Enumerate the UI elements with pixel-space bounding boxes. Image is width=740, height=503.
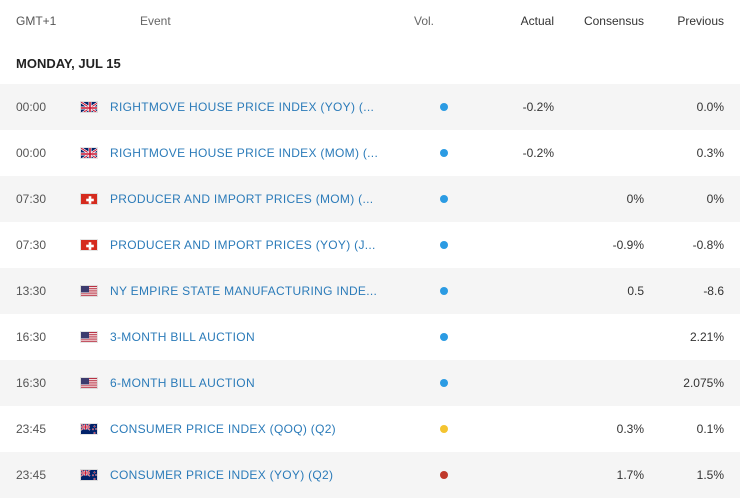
country-flag-icon [80, 285, 110, 297]
volatility-cell [414, 379, 474, 387]
table-row: 16:30 6-MONTH BILL AUCTION 2.075% [0, 360, 740, 406]
event-time: 00:00 [16, 100, 80, 114]
volatility-dot-icon [440, 287, 448, 295]
event-time: 07:30 [16, 238, 80, 252]
event-link[interactable]: PRODUCER AND IMPORT PRICES (YOY) (J... [110, 238, 376, 252]
event-cell: RIGHTMOVE HOUSE PRICE INDEX (MOM) (... [110, 146, 414, 160]
country-flag-icon [80, 469, 110, 481]
event-cell: PRODUCER AND IMPORT PRICES (YOY) (J... [110, 238, 414, 252]
table-row: 00:00 RIGHTMOVE HOUSE PRICE INDEX (MOM) … [0, 130, 740, 176]
event-cell: CONSUMER PRICE INDEX (YOY) (Q2) [110, 468, 414, 482]
volatility-cell [414, 195, 474, 203]
previous-value: 0% [644, 192, 724, 206]
country-flag-icon [80, 423, 110, 435]
event-time: 00:00 [16, 146, 80, 160]
event-time: 07:30 [16, 192, 80, 206]
table-row: 23:45 CONSUMER PRICE INDEX (YOY) (Q2) [0, 452, 740, 498]
previous-value: -0.8% [644, 238, 724, 252]
date-section-header: MONDAY, JUL 15 [0, 42, 740, 84]
header-event: Event [110, 14, 414, 28]
consensus-value: -0.9% [554, 238, 644, 252]
event-link[interactable]: 6-MONTH BILL AUCTION [110, 376, 255, 390]
event-cell: RIGHTMOVE HOUSE PRICE INDEX (YOY) (... [110, 100, 414, 114]
header-time: GMT+1 [16, 14, 80, 28]
table-row: 07:30 PRODUCER AND IMPORT PRICES (MOM) (… [0, 176, 740, 222]
consensus-value: 0% [554, 192, 644, 206]
event-time: 16:30 [16, 330, 80, 344]
event-link[interactable]: RIGHTMOVE HOUSE PRICE INDEX (MOM) (... [110, 146, 378, 160]
country-flag-icon [80, 239, 110, 251]
date-label: MONDAY, JUL 15 [16, 56, 121, 71]
volatility-dot-icon [440, 425, 448, 433]
header-vol: Vol. [414, 14, 474, 28]
event-time: 13:30 [16, 284, 80, 298]
header-consensus: Consensus [554, 14, 644, 28]
actual-value: -0.2% [474, 100, 554, 114]
volatility-cell [414, 149, 474, 157]
country-flag-icon [80, 193, 110, 205]
table-row: 13:30 NY EMPIRE STATE MANUFACTURING INDE… [0, 268, 740, 314]
previous-value: 2.075% [644, 376, 724, 390]
event-link[interactable]: CONSUMER PRICE INDEX (QOQ) (Q2) [110, 422, 336, 436]
table-header-row: GMT+1 Event Vol. Actual Consensus Previo… [0, 0, 740, 42]
event-time: 23:45 [16, 468, 80, 482]
volatility-dot-icon [440, 471, 448, 479]
volatility-dot-icon [440, 379, 448, 387]
header-previous: Previous [644, 14, 724, 28]
economic-calendar-table: GMT+1 Event Vol. Actual Consensus Previo… [0, 0, 740, 498]
event-link[interactable]: RIGHTMOVE HOUSE PRICE INDEX (YOY) (... [110, 100, 374, 114]
volatility-cell [414, 471, 474, 479]
actual-value: -0.2% [474, 146, 554, 160]
volatility-cell [414, 425, 474, 433]
country-flag-icon [80, 101, 110, 113]
volatility-dot-icon [440, 149, 448, 157]
event-link[interactable]: PRODUCER AND IMPORT PRICES (MOM) (... [110, 192, 373, 206]
header-actual: Actual [474, 14, 554, 28]
volatility-cell [414, 241, 474, 249]
event-link[interactable]: 3-MONTH BILL AUCTION [110, 330, 255, 344]
event-cell: CONSUMER PRICE INDEX (QOQ) (Q2) [110, 422, 414, 436]
event-time: 16:30 [16, 376, 80, 390]
country-flag-icon [80, 147, 110, 159]
volatility-cell [414, 103, 474, 111]
volatility-cell [414, 287, 474, 295]
volatility-cell [414, 333, 474, 341]
consensus-value: 0.5 [554, 284, 644, 298]
previous-value: 0.3% [644, 146, 724, 160]
event-time: 23:45 [16, 422, 80, 436]
event-link[interactable]: NY EMPIRE STATE MANUFACTURING INDE... [110, 284, 377, 298]
country-flag-icon [80, 331, 110, 343]
table-row: 07:30 PRODUCER AND IMPORT PRICES (YOY) (… [0, 222, 740, 268]
table-row: 00:00 RIGHTMOVE HOUSE PRICE INDEX (YOY) … [0, 84, 740, 130]
volatility-dot-icon [440, 241, 448, 249]
previous-value: 0.1% [644, 422, 724, 436]
event-cell: PRODUCER AND IMPORT PRICES (MOM) (... [110, 192, 414, 206]
previous-value: 2.21% [644, 330, 724, 344]
event-cell: 6-MONTH BILL AUCTION [110, 376, 414, 390]
previous-value: -8.6 [644, 284, 724, 298]
country-flag-icon [80, 377, 110, 389]
volatility-dot-icon [440, 195, 448, 203]
consensus-value: 0.3% [554, 422, 644, 436]
volatility-dot-icon [440, 333, 448, 341]
event-link[interactable]: CONSUMER PRICE INDEX (YOY) (Q2) [110, 468, 333, 482]
previous-value: 1.5% [644, 468, 724, 482]
event-cell: NY EMPIRE STATE MANUFACTURING INDE... [110, 284, 414, 298]
event-cell: 3-MONTH BILL AUCTION [110, 330, 414, 344]
previous-value: 0.0% [644, 100, 724, 114]
table-row: 23:45 CONSUMER PRICE INDEX (QOQ) (Q2) [0, 406, 740, 452]
table-row: 16:30 3-MONTH BILL AUCTION 2.21% [0, 314, 740, 360]
consensus-value: 1.7% [554, 468, 644, 482]
volatility-dot-icon [440, 103, 448, 111]
